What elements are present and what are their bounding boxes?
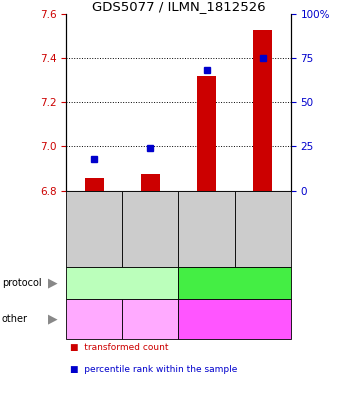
Text: GSM1071457: GSM1071457	[90, 200, 99, 258]
Bar	[197, 76, 216, 191]
Text: protocol: protocol	[2, 278, 41, 288]
Text: GSM1071456: GSM1071456	[146, 200, 155, 258]
Text: shRNA for
first exon
of TMEM88: shRNA for first exon of TMEM88	[74, 309, 114, 329]
Text: ▶: ▶	[48, 277, 57, 290]
Text: control: control	[219, 279, 250, 288]
Text: shRNA for
3'UTR of
TMEM88: shRNA for 3'UTR of TMEM88	[133, 309, 168, 329]
Text: other: other	[2, 314, 28, 324]
Text: ▶: ▶	[48, 312, 57, 326]
Title: GDS5077 / ILMN_1812526: GDS5077 / ILMN_1812526	[92, 0, 265, 13]
Text: GSM1071455: GSM1071455	[258, 200, 267, 258]
Text: ■  transformed count: ■ transformed count	[70, 343, 168, 352]
Bar	[253, 30, 272, 191]
Bar	[141, 174, 160, 191]
Text: TMEM88 depletion: TMEM88 depletion	[81, 279, 164, 288]
Text: non-targetting
shRNA: non-targetting shRNA	[208, 312, 261, 326]
Text: GSM1071454: GSM1071454	[202, 200, 211, 258]
Text: ■  percentile rank within the sample: ■ percentile rank within the sample	[70, 365, 237, 373]
Bar	[85, 178, 104, 191]
